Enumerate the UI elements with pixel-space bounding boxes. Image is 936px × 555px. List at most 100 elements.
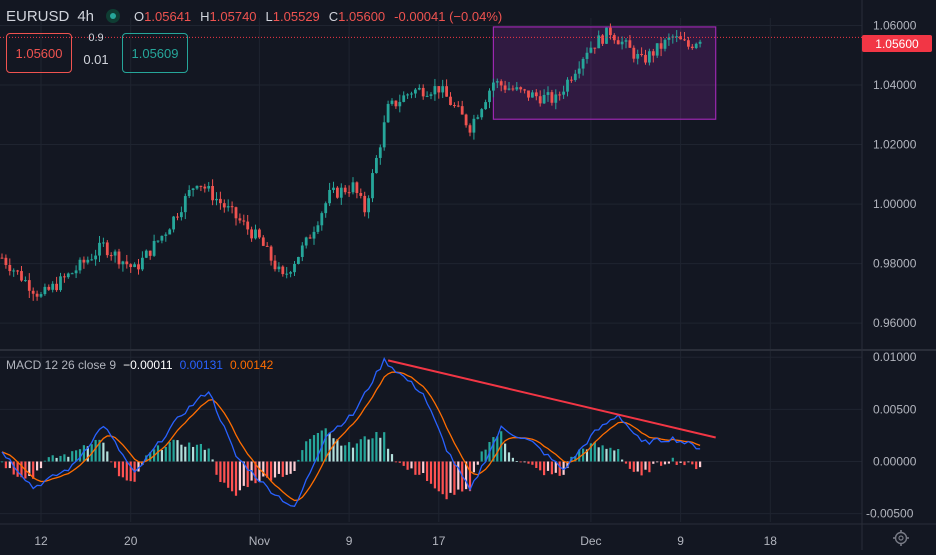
macd-hist-bar — [297, 459, 300, 462]
macd-hist-bar — [192, 446, 195, 462]
macd-hist-bar — [484, 449, 487, 462]
candle-body — [176, 216, 179, 218]
macd-hist-bar — [316, 432, 319, 462]
candle-body — [328, 189, 331, 204]
candle-body — [90, 259, 94, 261]
candle-body — [47, 286, 51, 290]
candle-body — [390, 100, 394, 104]
macd-hist-bar — [78, 449, 82, 462]
candle-body — [495, 81, 499, 83]
macd-hist-bar — [367, 439, 370, 462]
candle-body — [675, 36, 679, 38]
candle-body — [698, 41, 702, 44]
candle-body — [297, 256, 300, 264]
candle-body — [63, 276, 66, 278]
macd-hist-bar — [550, 461, 553, 475]
macd-hist-bar — [262, 461, 265, 477]
candle-body — [534, 92, 538, 97]
macd-hist-bar — [511, 457, 514, 462]
chart-header: EURUSD 4h O1.05641 H1.05740 L1.05529 C1.… — [0, 3, 502, 29]
candle-body — [316, 225, 320, 232]
macd-hist-bar — [472, 461, 475, 473]
macd-hist-bar — [4, 461, 7, 469]
candle-body — [133, 264, 136, 268]
macd-hist-bar — [410, 461, 413, 469]
macd-hist-bar — [609, 447, 612, 462]
candle-body — [203, 186, 207, 189]
macd-hist-bar — [301, 450, 304, 462]
macd-hist-bar — [86, 446, 89, 462]
candle-body — [121, 261, 125, 265]
macd-hist-bar — [546, 461, 550, 471]
candle-body — [394, 100, 398, 107]
gear-icon[interactable] — [892, 529, 910, 547]
candle-body — [168, 229, 172, 235]
macd-hist-bar — [254, 461, 257, 484]
macd-hist-bar — [663, 461, 667, 465]
candle-body — [503, 85, 507, 90]
macd-hist-bar — [523, 461, 526, 463]
candle-body — [234, 207, 238, 219]
macd-signal-value: 0.00142 — [229, 358, 274, 372]
candle-body — [156, 240, 160, 242]
candle-body — [78, 259, 82, 271]
macd-hist-bar — [176, 440, 179, 462]
candle-body — [351, 182, 355, 193]
candle-body — [511, 88, 515, 90]
macd-hist-bar — [375, 432, 378, 462]
price-tick-label: 1.00000 — [873, 197, 917, 211]
macd-hist-bar — [566, 461, 569, 469]
macd-hist-bar — [12, 461, 15, 475]
macd-hist-bar — [0, 461, 4, 463]
candle-body — [655, 43, 659, 56]
buy-button[interactable]: 1.05609 — [122, 33, 188, 73]
macd-hist-bar — [597, 447, 600, 462]
candle-body — [0, 257, 4, 259]
time-tick-label: 17 — [432, 534, 446, 548]
macd-label[interactable]: MACD 12 26 close 9 — [6, 358, 117, 372]
candle-body — [616, 40, 620, 45]
candle-body — [499, 81, 503, 86]
macd-hist-bar — [180, 444, 183, 462]
candle-body — [215, 198, 218, 201]
macd-hist-bar — [601, 445, 604, 462]
candle-body — [683, 39, 686, 41]
macd-hist-bar — [82, 445, 85, 462]
macd-hist-bar — [640, 461, 643, 476]
timeframe-label[interactable]: 4h — [77, 7, 95, 25]
macd-hist-bar — [199, 443, 202, 462]
macd-histogram — [0, 428, 702, 500]
symbol-name[interactable]: EURUSD — [6, 7, 70, 25]
time-tick-label: Dec — [580, 534, 601, 548]
spread-bottom: 0.01 — [83, 52, 109, 67]
candle-body — [609, 27, 612, 36]
macd-hist-bar — [223, 461, 226, 483]
macd-hist-bar — [20, 461, 23, 478]
macd-hist-bar — [578, 449, 581, 462]
macd-hist-bar — [402, 461, 405, 466]
candle-body — [425, 95, 429, 97]
macd-hist-bar — [289, 461, 292, 474]
macd-hist-bar — [242, 461, 245, 486]
ohlc-change: -0.00041 (−0.04%) — [394, 8, 503, 24]
macd-hist-bar — [117, 461, 121, 477]
sell-button[interactable]: 1.05600 — [6, 33, 72, 73]
candle-body — [59, 276, 62, 291]
macd-hist-bar — [593, 442, 596, 462]
price-tick-label: 1.02000 — [873, 138, 917, 152]
macd-hist-bar — [414, 461, 417, 475]
price-tick-label: 0.98000 — [873, 257, 917, 271]
candle-body — [417, 87, 421, 90]
candle-body — [687, 40, 690, 47]
candle-body — [304, 237, 308, 246]
macd-hist-bar — [449, 461, 452, 493]
macd-hist-bar — [585, 449, 589, 462]
macd-hist-bar — [219, 461, 222, 482]
candle-body — [566, 79, 569, 92]
candle-body — [125, 261, 129, 265]
macd-hist-bar — [371, 438, 374, 462]
candle-body — [222, 203, 226, 208]
candle-body — [347, 192, 351, 194]
